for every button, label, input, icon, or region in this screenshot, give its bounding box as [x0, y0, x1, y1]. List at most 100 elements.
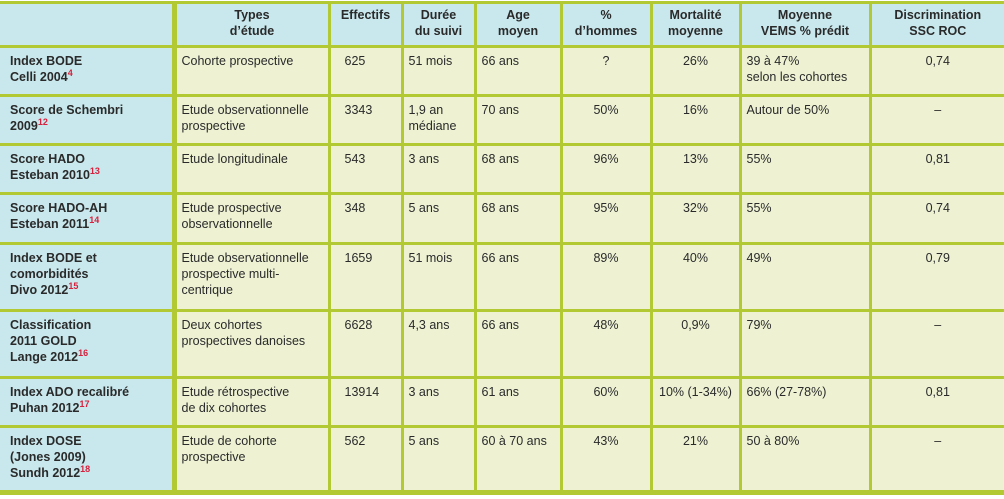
- cell-line: Etude observationnelle: [182, 250, 323, 266]
- cell-discrimination: 0,81: [868, 143, 1004, 195]
- cell-line: Index BODE et: [10, 250, 167, 266]
- cell-text: Etude rétrospective: [181, 385, 290, 399]
- cell-text: Deux cohortes: [181, 318, 263, 332]
- reference-number: 4: [67, 68, 73, 78]
- cell-sample-size: 3343: [327, 94, 404, 146]
- cell-study-type: Deux cohortes prospectives danoises: [172, 309, 331, 379]
- cell-line: 51 mois: [409, 53, 469, 69]
- cell-line: prospective: [182, 449, 323, 465]
- cell-line: Etude de cohorte: [182, 433, 323, 449]
- cell-text: 51 mois: [408, 251, 453, 265]
- cell-percent-men: 89%: [559, 242, 653, 312]
- header-line: Moyenne: [777, 8, 833, 22]
- cell-mean-age: 60 à 70 ans: [473, 425, 563, 495]
- cell-percent-men: 48%: [559, 309, 653, 379]
- cell-mean-age: 68 ans: [473, 143, 563, 195]
- cell-study-type: Etude longitudinale: [172, 143, 331, 195]
- cell-line: 55%: [747, 200, 864, 216]
- reference-number: 14: [89, 215, 100, 225]
- cell-text: Score de Schembri: [10, 103, 124, 117]
- table-row: Score HADO Esteban 201013 Etude longitudin…: [0, 143, 1004, 195]
- header-line: d’hommes: [574, 24, 638, 38]
- cell-follow-up: 1,9 an médiane: [400, 94, 477, 146]
- cell-line: Index ADO recalibré: [10, 384, 167, 400]
- cell-line: Esteban 201114: [10, 216, 167, 232]
- cell-text: 51 mois: [408, 54, 453, 68]
- cell-line: Puhan 201217: [10, 400, 167, 416]
- cell-score-name: Index BODE Celli 20044: [0, 45, 177, 97]
- cell-text: selon les cohortes: [746, 70, 848, 84]
- cell-sample-size: 6628: [327, 309, 404, 379]
- cell-study-type: Etude rétrospective de dix cohortes: [172, 376, 331, 428]
- reference-number: 16: [78, 348, 89, 358]
- cell-text: 4,3 ans: [408, 318, 450, 332]
- cell-text: 55%: [746, 152, 772, 166]
- cell-line: de dix cohortes: [182, 400, 323, 416]
- column-header-mean-age: Age moyen: [473, 1, 563, 48]
- cell-mean-age: 66 ans: [473, 309, 563, 379]
- header-row: Types d’étude Effectifs Durée du suivi Age moy…: [0, 1, 1004, 48]
- cell-score-name: Score de Schembri 200912: [0, 94, 177, 146]
- cell-text: 5 ans: [408, 434, 440, 448]
- header-line: %: [600, 8, 612, 22]
- cell-text: de dix cohortes: [181, 401, 267, 415]
- cell-sample-size: 562: [327, 425, 404, 495]
- cell-fev1: Autour de 50%: [738, 94, 872, 146]
- cell-discrimination: 0,81: [868, 376, 1004, 428]
- cell-sample-size: 625: [327, 45, 404, 97]
- cell-line: Classification: [10, 317, 167, 333]
- cell-line: Celli 20044: [10, 69, 167, 85]
- cell-fev1: 55%: [738, 192, 872, 245]
- cell-line: 49%: [747, 250, 864, 266]
- cell-text: Sundh 2012: [10, 466, 81, 480]
- cell-text: Cohorte prospective: [181, 54, 294, 68]
- column-header-percent-men: % d’hommes: [559, 1, 653, 48]
- cell-text: 2011 GOLD: [10, 334, 77, 348]
- cell-line: Etude prospective: [182, 200, 323, 216]
- cell-line: 3 ans: [409, 151, 469, 167]
- cell-text: 2009: [10, 119, 38, 133]
- cell-follow-up: 51 mois: [400, 242, 477, 312]
- cell-study-type: Cohorte prospective: [172, 45, 331, 97]
- cell-text: Celli 2004: [10, 70, 68, 84]
- cell-text: 66% (27-78%): [746, 385, 827, 399]
- cell-mean-age: 66 ans: [473, 45, 563, 97]
- cell-text: Etude de cohorte: [181, 434, 277, 448]
- cell-study-type: Etude de cohorte prospective: [172, 425, 331, 495]
- cell-line: 5 ans: [409, 433, 469, 449]
- cell-fev1: 49%: [738, 242, 872, 312]
- cell-line: (Jones 2009): [10, 449, 167, 465]
- cell-percent-men: 50%: [559, 94, 653, 146]
- cell-text: 3 ans: [408, 152, 440, 166]
- cell-mortality: 0,9%: [649, 309, 742, 379]
- cell-line: 3 ans: [409, 384, 469, 400]
- header-line: d’étude: [229, 24, 275, 38]
- cell-text: 79%: [746, 318, 772, 332]
- cell-fev1: 55%: [738, 143, 872, 195]
- cell-text: Etude longitudinale: [181, 152, 288, 166]
- cell-sample-size: 1659: [327, 242, 404, 312]
- cell-score-name: Score HADO-AH Esteban 201114: [0, 192, 177, 245]
- header-line: Mortalité: [669, 8, 722, 22]
- cell-text: prospectives danoises: [181, 334, 306, 348]
- cell-discrimination: –: [868, 309, 1004, 379]
- cell-text: comorbidités: [10, 267, 89, 281]
- header-line: du suivi: [414, 24, 463, 38]
- cell-text: prospective: [181, 450, 246, 464]
- cell-percent-men: 43%: [559, 425, 653, 495]
- cell-fev1: 66% (27-78%): [738, 376, 872, 428]
- table-row: Index ADO recalibré Puhan 201217 Etude rét…: [0, 376, 1004, 428]
- cell-mortality: 26%: [649, 45, 742, 97]
- cell-text: Index DOSE: [10, 434, 82, 448]
- cell-fev1: 39 à 47% selon les cohortes: [738, 45, 872, 97]
- cell-text: 50 à 80%: [746, 434, 800, 448]
- cell-line: 51 mois: [409, 250, 469, 266]
- cell-text: (Jones 2009): [10, 450, 86, 464]
- table-row: Index BODE et comorbidités Divo 201215 Etud…: [0, 242, 1004, 312]
- cell-line: médiane: [409, 118, 469, 134]
- cell-text: 55%: [746, 201, 772, 215]
- cell-fev1: 79%: [738, 309, 872, 379]
- cell-text: Lange 2012: [10, 350, 79, 364]
- header-line: Discrimination: [894, 8, 982, 22]
